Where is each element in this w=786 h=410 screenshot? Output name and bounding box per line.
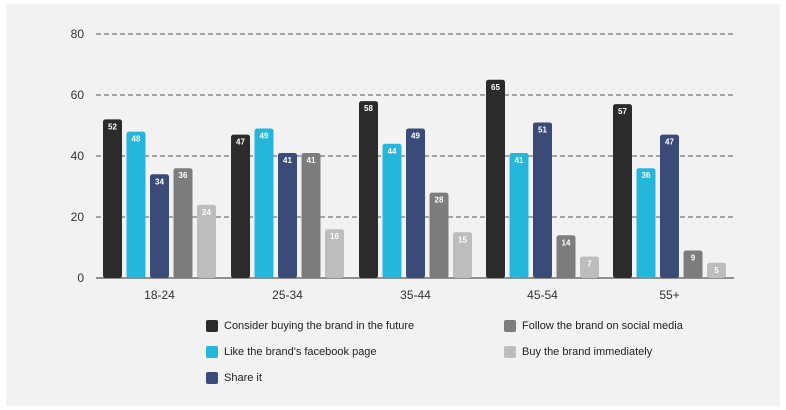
bar-value-label: 52: [108, 122, 117, 131]
bar-value-label: 57: [618, 107, 627, 116]
legend-label: Like the brand's facebook page: [224, 346, 377, 358]
bar-value-label: 16: [330, 232, 339, 241]
legend-label: Consider buying the brand in the future: [224, 320, 415, 332]
bar: [509, 152, 529, 278]
bar: [453, 232, 472, 278]
bar: [382, 143, 402, 278]
y-tick-label: 0: [77, 271, 84, 285]
legend-item-follow-social: Follow the brand on social media: [504, 320, 683, 332]
bar-value-label: 41: [307, 156, 316, 165]
bar: [231, 134, 250, 278]
bar: [359, 101, 378, 278]
bar-value-label: 15: [458, 235, 467, 244]
bar-value-label: 36: [179, 171, 188, 180]
legend-swatch: [504, 346, 516, 358]
bar: [103, 119, 122, 279]
x-tick-label: 18-24: [144, 288, 175, 302]
legend-label: Share it: [224, 372, 262, 384]
bar: [429, 192, 449, 278]
bar: [556, 235, 576, 278]
bar: [660, 134, 679, 278]
bar: [150, 174, 169, 278]
bar-value-label: 9: [691, 254, 696, 263]
legend-label: Follow the brand on social media: [522, 320, 683, 332]
legend-item-like-facebook: Like the brand's facebook page: [206, 346, 377, 358]
bar-value-label: 5: [714, 266, 719, 275]
bar-value-label: 41: [283, 156, 292, 165]
bars: [103, 79, 726, 279]
bar-value-label: 49: [260, 132, 269, 141]
bar-value-label: 47: [236, 138, 245, 147]
bar: [197, 204, 216, 278]
bar: [636, 168, 656, 278]
legend-item-buy-immediately: Buy the brand immediately: [504, 346, 652, 358]
x-tick-label: 25-34: [272, 288, 303, 302]
y-tick-label: 40: [71, 149, 85, 163]
y-tick-label: 80: [71, 27, 85, 41]
legend-swatch: [206, 372, 218, 384]
bar-value-label: 65: [491, 83, 500, 92]
bar-value-label: 41: [515, 156, 524, 165]
bar-value-label: 51: [538, 125, 547, 134]
bar: [533, 122, 552, 278]
x-tick-label: 45-54: [527, 288, 558, 302]
bar: [406, 128, 425, 278]
y-tick-label: 60: [71, 88, 85, 102]
y-axis-ticks: 0 20 40 60 80: [71, 27, 85, 285]
bar: [325, 229, 344, 278]
bar: [126, 131, 146, 278]
bar-value-label: 28: [435, 196, 444, 205]
x-axis-categories: 18-24 25-34 35-44 45-54 55+: [144, 288, 680, 302]
legend-item-consider-buying: Consider buying the brand in the future: [206, 320, 414, 332]
bar: [683, 250, 703, 278]
legend: Consider buying the brand in the future …: [206, 318, 766, 398]
bar: [301, 152, 321, 278]
bar-value-label: 24: [202, 208, 211, 217]
bar-value-label: 58: [364, 104, 373, 113]
x-tick-label: 35-44: [400, 288, 431, 302]
bar: [486, 79, 505, 278]
bar: [613, 104, 632, 279]
x-tick-label: 55+: [659, 288, 679, 302]
bar-value-label: 44: [388, 147, 397, 156]
bar: [254, 128, 274, 278]
bar: [580, 256, 599, 278]
bar-value-label: 34: [155, 177, 164, 186]
legend-label: Buy the brand immediately: [522, 346, 653, 358]
bar-value-label: 47: [665, 138, 674, 147]
bar-value-label: 49: [411, 132, 420, 141]
data-labels: 52 48 34 36 24 47 49 41 41 16 58 44 49 28 15 65 41 51 14 7 5…: [108, 83, 719, 275]
bar-value-label: 48: [132, 135, 141, 144]
legend-swatch: [206, 320, 218, 332]
bar: [173, 168, 193, 278]
legend-swatch: [504, 320, 516, 332]
bar-value-label: 7: [587, 260, 592, 269]
bar: [278, 152, 297, 278]
bar-value-label: 36: [642, 171, 651, 180]
bar-value-label: 14: [562, 238, 571, 247]
bar: [707, 262, 726, 278]
legend-swatch: [206, 346, 218, 358]
legend-item-share-it: Share it: [206, 372, 262, 384]
y-tick-label: 20: [71, 210, 85, 224]
